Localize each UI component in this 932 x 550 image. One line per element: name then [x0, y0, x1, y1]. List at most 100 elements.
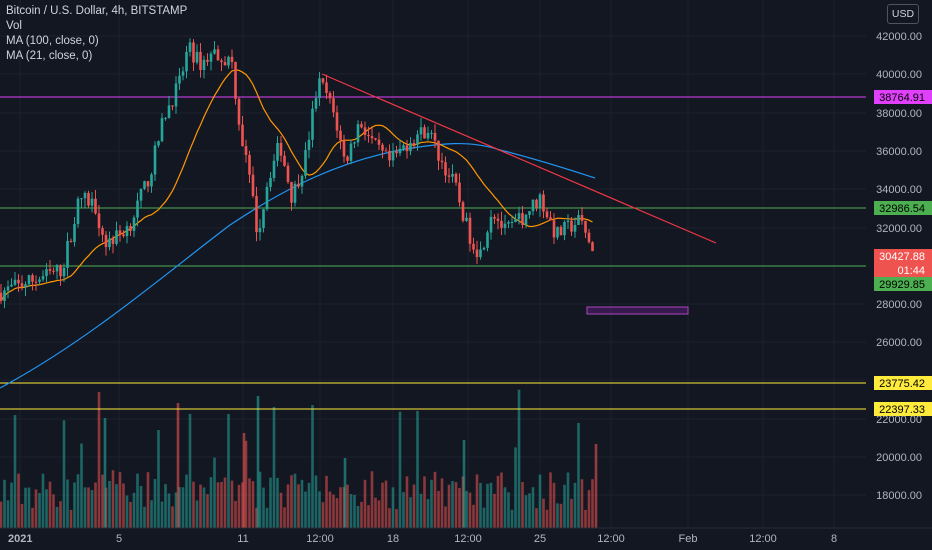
volume-bar — [171, 506, 174, 528]
candle-body — [28, 275, 31, 284]
volume-bar — [486, 484, 489, 528]
volume-bar — [290, 475, 293, 528]
volume-bar — [108, 481, 111, 528]
volume-bar — [49, 482, 52, 528]
candle-body — [392, 151, 395, 160]
candle-body — [157, 141, 160, 145]
candle-body — [346, 157, 349, 161]
candle-body — [276, 143, 279, 161]
volume-bar — [511, 510, 514, 528]
volume-bar — [227, 414, 230, 528]
volume-bar — [381, 483, 384, 528]
candle-body — [458, 183, 461, 203]
candle-body — [549, 217, 552, 220]
candle-body — [357, 124, 360, 142]
candle-body — [203, 60, 206, 70]
candle-body — [273, 161, 276, 178]
volume-bar — [70, 510, 73, 528]
time-tick-label: 12:00 — [454, 533, 482, 545]
candle-body — [318, 78, 321, 98]
volume-bar — [535, 508, 538, 528]
volume-bar — [276, 478, 279, 528]
price-level-label: 29929.85 — [879, 279, 925, 291]
indicator-ma-21[interactable]: MA (21, close, 0) — [6, 49, 187, 64]
volume-bar — [416, 411, 419, 528]
indicator-vol[interactable]: Vol — [6, 19, 187, 34]
candle-body — [245, 146, 248, 155]
candle-body — [21, 283, 24, 287]
volume-bar — [574, 483, 577, 528]
time-tick-label: 5 — [116, 533, 122, 545]
volume-bar — [262, 488, 265, 528]
candle-body — [409, 143, 412, 151]
candle-body — [297, 184, 300, 187]
candle-body — [31, 275, 34, 282]
candle-body — [378, 140, 381, 145]
currency-button[interactable]: USD — [887, 4, 919, 24]
volume-bar — [192, 482, 195, 528]
indicator-ma-100[interactable]: MA (100, close, 0) — [6, 34, 187, 49]
candle-body — [476, 250, 479, 257]
volume-bar — [437, 491, 440, 528]
volume-bar — [542, 499, 545, 528]
volume-bar — [500, 473, 503, 528]
time-tick-label: 2021 — [8, 533, 32, 545]
volume-bar — [231, 481, 234, 528]
candle-body — [119, 230, 122, 234]
volume-bar — [591, 479, 594, 528]
volume-bar — [168, 493, 171, 528]
volume-bar — [476, 474, 479, 528]
candle-body — [224, 62, 227, 65]
candle-body — [255, 196, 258, 232]
candle-body — [98, 213, 101, 228]
candle-body — [301, 176, 304, 187]
volume-bar — [133, 493, 136, 528]
price-level-label: 38764.91 — [879, 92, 925, 104]
candle-body — [196, 52, 199, 63]
volume-bar — [353, 495, 356, 528]
volume-bar — [280, 493, 283, 528]
candle-body — [63, 268, 66, 276]
candle-body — [577, 215, 580, 225]
price-level-label: 32986.54 — [879, 203, 925, 215]
volume-bar — [584, 510, 587, 528]
candle-body — [70, 241, 73, 242]
volume-bar — [224, 478, 227, 528]
volume-bar — [469, 493, 472, 528]
volume-bar — [73, 482, 76, 528]
candle-body — [45, 269, 48, 276]
candle-body — [290, 182, 293, 203]
time-tick-label: 12:00 — [749, 533, 777, 545]
volume-bar — [514, 447, 517, 528]
candle-body — [504, 224, 507, 228]
candle-body — [441, 161, 444, 163]
volume-bar — [434, 472, 437, 528]
candle-body — [266, 187, 269, 209]
candle-body — [213, 49, 216, 53]
candle-body — [248, 155, 251, 175]
candle-body — [514, 219, 517, 222]
candle-body — [399, 149, 402, 153]
volume-bar — [346, 485, 349, 528]
candle-body — [343, 140, 346, 156]
volume-bar — [104, 418, 107, 528]
candle-body — [374, 138, 377, 139]
volume-bar — [10, 483, 13, 528]
candle-body — [329, 93, 332, 98]
volume-bar — [66, 480, 69, 528]
time-axis: 2021 5 11 12:00 18 12:00 25 12:00 Feb 12:00 8 — [0, 528, 932, 545]
volume-bar — [504, 487, 507, 528]
candle-body — [7, 287, 10, 291]
candle-body — [556, 227, 559, 237]
candle-body — [546, 211, 549, 217]
time-tick-label: 25 — [534, 533, 546, 545]
candle-body — [381, 145, 384, 151]
volume-bar — [185, 475, 188, 528]
time-tick-label: 12:00 — [597, 533, 625, 545]
candle-body — [84, 193, 87, 198]
candle-body — [308, 140, 311, 150]
candle-body — [304, 150, 307, 176]
volume-bar — [441, 478, 444, 528]
volume-bar — [63, 420, 66, 528]
